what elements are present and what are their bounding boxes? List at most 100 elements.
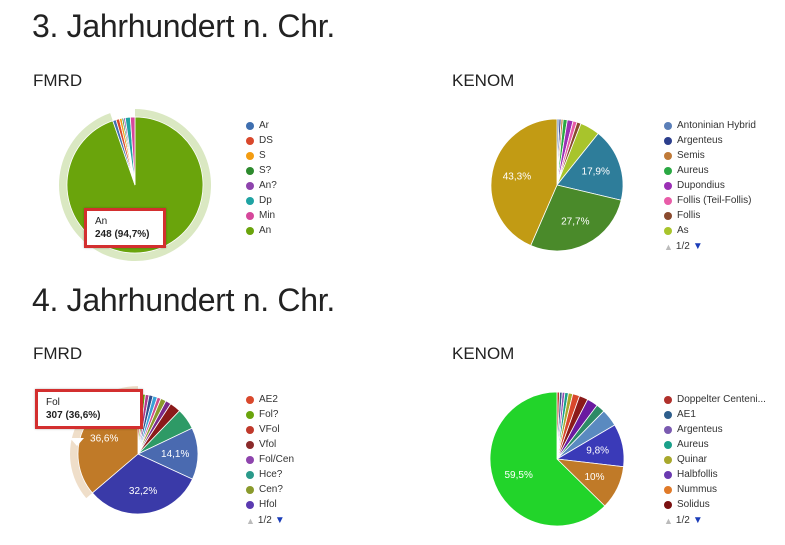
legend-label: S xyxy=(259,150,266,161)
legend-item[interactable]: As xyxy=(664,223,756,238)
legend-item[interactable]: Dp xyxy=(246,193,277,208)
legend-pager: ▲ 1/2 ▼ xyxy=(664,515,766,526)
legend-item[interactable]: Aureus xyxy=(664,437,766,452)
pie-slice[interactable] xyxy=(137,427,199,480)
tooltip-series-name: An xyxy=(95,216,108,227)
legend-item[interactable]: Ar xyxy=(246,118,277,133)
legend-kenom-4th: Doppelter Centeni... AE1 Argenteus Aureus Qu… xyxy=(664,392,766,526)
pie-slice-label: 14,1% xyxy=(161,449,189,460)
pie-slice-label: 43,3% xyxy=(503,172,531,183)
legend-swatch xyxy=(664,196,672,205)
legend-swatch xyxy=(664,395,672,404)
legend-item[interactable]: AE2 xyxy=(246,392,294,407)
pie-slice[interactable] xyxy=(556,132,624,201)
tooltip-value: 248 (94,7%) xyxy=(95,229,150,240)
legend-swatch xyxy=(664,181,672,190)
legend-item[interactable]: An xyxy=(246,223,277,238)
tooltip-fmrd-4th: Fol 307 (36,6%) xyxy=(35,389,143,429)
legend-label: Aureus xyxy=(677,165,709,176)
legend-label: Doppelter Centeni... xyxy=(677,394,766,405)
pie-slice-label: 27,7% xyxy=(561,217,589,228)
legend-item[interactable]: Argenteus xyxy=(664,422,766,437)
legend-swatch xyxy=(246,470,254,479)
legend-label: Follis (Teil-Follis) xyxy=(677,195,752,206)
pie-slice[interactable] xyxy=(91,453,194,515)
legend-item[interactable]: S xyxy=(246,148,277,163)
pie-chart-kenom-3rd[interactable]: 17,9% 27,7% 43,3% xyxy=(482,115,632,265)
legend-item[interactable]: Quinar xyxy=(664,452,766,467)
legend-label: Quinar xyxy=(677,454,708,465)
legend-label: AE2 xyxy=(259,394,278,405)
legend-label: Argenteus xyxy=(677,424,723,435)
legend-swatch xyxy=(246,136,254,145)
pager-prev-icon[interactable]: ▲ xyxy=(246,515,255,526)
pager-next-icon[interactable]: ▼ xyxy=(692,241,703,252)
pie-slice-label: 10% xyxy=(584,472,604,483)
legend-item[interactable]: An? xyxy=(246,178,277,193)
legend-item[interactable]: Argenteus xyxy=(664,133,756,148)
legend-item[interactable]: Nummus xyxy=(664,482,766,497)
legend-label: As xyxy=(677,225,689,236)
legend-label: Dupondius xyxy=(677,180,725,191)
legend-item[interactable]: Fol/Cen xyxy=(246,452,294,467)
pie-slice[interactable] xyxy=(129,116,136,186)
legend-item[interactable]: Dupondius xyxy=(664,178,756,193)
legend-label: Dp xyxy=(259,195,272,206)
legend-item[interactable]: Min xyxy=(246,208,277,223)
chart-label-fmrd-3rd: FMRD xyxy=(33,71,83,90)
pager-label: 1/2 xyxy=(675,241,690,252)
legend-item[interactable]: AE1 xyxy=(664,407,766,422)
legend-label: AE1 xyxy=(677,409,696,420)
legend-item[interactable]: Antoninian Hybrid xyxy=(664,118,756,133)
legend-item[interactable]: Vfol xyxy=(246,437,294,452)
legend-item[interactable]: Solidus xyxy=(664,497,766,512)
pie-slice-label: 59,5% xyxy=(505,470,533,481)
legend-swatch xyxy=(246,500,254,509)
pie-chart-kenom-4th[interactable]: 9,8% 10% 59,5% xyxy=(482,387,632,537)
legend-item[interactable]: S? xyxy=(246,163,277,178)
legend-label: Hfol xyxy=(259,499,277,510)
legend-swatch xyxy=(664,121,672,130)
legend-swatch xyxy=(246,395,254,404)
pager-label: 1/2 xyxy=(675,515,690,526)
legend-swatch xyxy=(664,136,672,145)
legend-item[interactable]: Hce? xyxy=(246,467,294,482)
legend-item[interactable]: Hfol xyxy=(246,497,294,512)
legend-item[interactable]: Fol? xyxy=(246,407,294,422)
pie-slice[interactable] xyxy=(489,391,606,527)
legend-item[interactable]: Halbfollis xyxy=(664,467,766,482)
legend-item[interactable]: VFol xyxy=(246,422,294,437)
pie-slice-label: 32,2% xyxy=(129,486,157,497)
pie-slice[interactable] xyxy=(530,184,622,252)
legend-item[interactable]: Follis xyxy=(664,208,756,223)
legend-item[interactable]: DS xyxy=(246,133,277,148)
legend-item[interactable]: Doppelter Centeni... xyxy=(664,392,766,407)
tooltip-series-name: Fol xyxy=(46,397,60,408)
legend-swatch xyxy=(664,410,672,419)
section-title-3rd-century: 3. Jahrhundert n. Chr. xyxy=(32,8,335,44)
legend-fmrd-3rd: Ar DS S S? An? Dp Min An xyxy=(246,118,277,238)
legend-item[interactable]: Semis xyxy=(664,148,756,163)
pager-prev-icon[interactable]: ▲ xyxy=(664,241,673,252)
legend-label: Nummus xyxy=(677,484,718,495)
legend-label: Solidus xyxy=(677,499,710,510)
legend-item[interactable]: Follis (Teil-Follis) xyxy=(664,193,756,208)
legend-swatch xyxy=(246,455,254,464)
legend-label: DS xyxy=(259,135,273,146)
legend-swatch xyxy=(664,470,672,479)
legend-label: Ar xyxy=(259,120,269,131)
legend-swatch xyxy=(664,425,672,434)
pager-next-icon[interactable]: ▼ xyxy=(692,515,703,526)
legend-label: Antoninian Hybrid xyxy=(677,120,756,131)
pie-slice-label: 36,6% xyxy=(90,433,118,444)
legend-item[interactable]: Cen? xyxy=(246,482,294,497)
legend-swatch xyxy=(246,211,254,220)
legend-label: Aureus xyxy=(677,439,709,450)
pager-prev-icon[interactable]: ▲ xyxy=(664,515,673,526)
legend-swatch xyxy=(246,226,254,235)
legend-swatch xyxy=(664,485,672,494)
legend-swatch xyxy=(664,440,672,449)
legend-item[interactable]: Aureus xyxy=(664,163,756,178)
pie-slice[interactable] xyxy=(490,118,558,247)
pager-next-icon[interactable]: ▼ xyxy=(274,515,285,526)
